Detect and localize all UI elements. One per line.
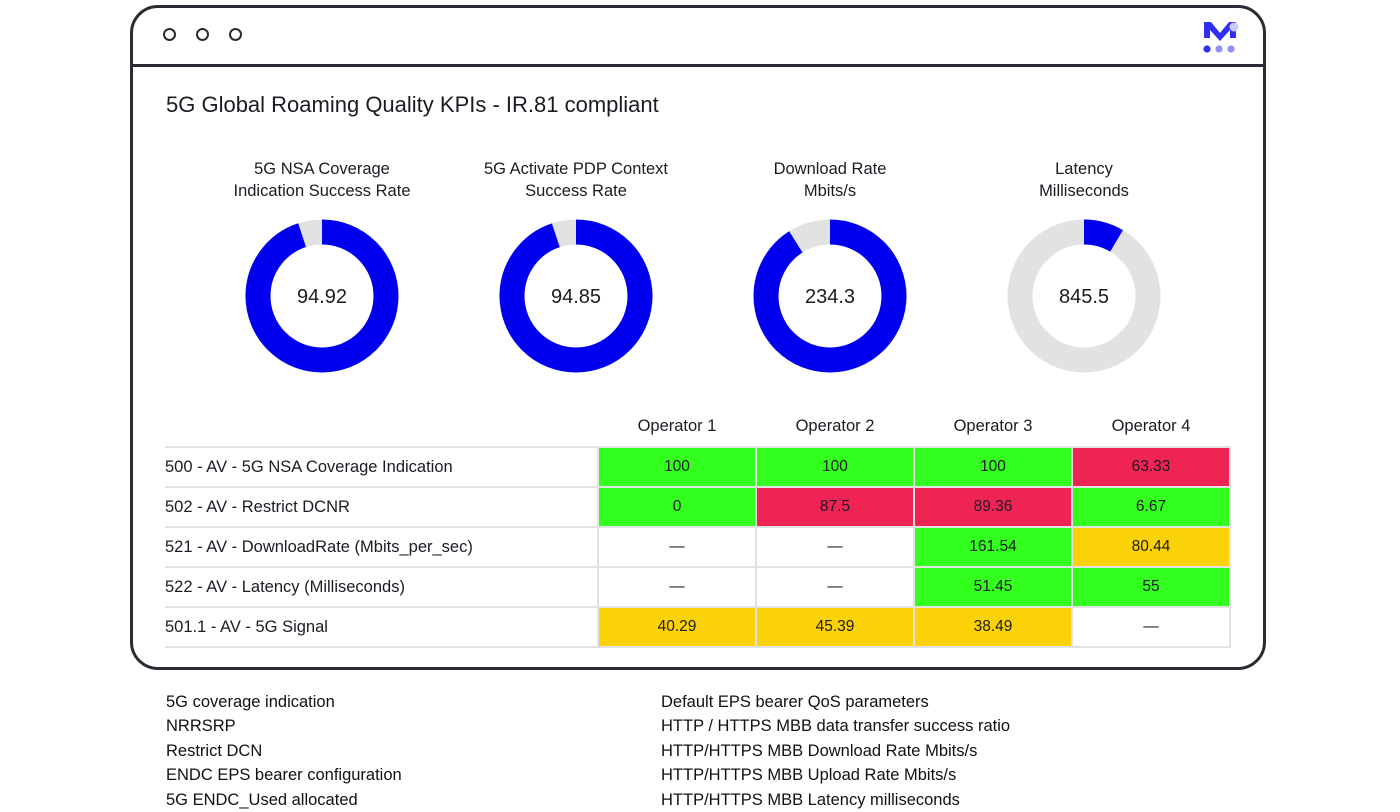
kpi-value-cell: 51.45 [913,566,1073,608]
metric-cell: 521 - AV - DownloadRate (Mbits_per_sec) [165,526,598,568]
table-header-row: Operator 1 Operator 2 Operator 3 Operato… [165,406,1230,447]
table-header-operator: Operator 3 [953,416,1033,435]
notes-right-list: Default EPS bearer QoS parameters HTTP /… [661,690,1010,812]
donut-chart: 94.92 [245,219,399,373]
table-row: 521 - AV - DownloadRate (Mbits_per_sec) … [165,526,1231,568]
note-item: ENDC EPS bearer configuration [166,766,402,785]
note-item: Default EPS bearer QoS parameters [661,693,929,711]
kpi-value-cell: 100 [755,446,915,488]
table-header-metric [165,406,598,447]
gauge-label: Latency Milliseconds [1039,160,1129,200]
gauge-nsa-coverage: 5G NSA Coverage Indication Success Rate … [202,158,442,376]
donut-fill [753,219,907,373]
kpi-value-cell: — [755,526,915,568]
table-row: 522 - AV - Latency (Milliseconds) — — 51… [165,566,1231,608]
app-window: 5G Global Roaming Quality KPIs - IR.81 c… [130,5,1266,670]
kpi-value-cell: 55 [1071,566,1231,608]
kpi-value-cell: 100 [597,446,757,488]
note-item: NRRSRP [166,717,236,736]
donut-chart: 845.5 [1007,219,1161,373]
table-row: 502 - AV - Restrict DCNR 0 87.5 89.36 6.… [165,486,1231,528]
note-item: Restrict DCN [166,741,263,760]
kpi-value-cell: 89.36 [913,486,1073,528]
metric-cell: 522 - AV - Latency (Milliseconds) [165,566,598,608]
table-header-operator: Operator 2 [795,416,875,435]
table-header-operator: Operator 1 [637,416,717,435]
window-dot-maximize[interactable] [229,28,242,41]
note-item: 5G ENDC_Used allocated [166,790,358,809]
kpi-value-cell: 80.44 [1071,526,1231,568]
gauge-label: 5G Activate PDP Context Success Rate [483,160,669,200]
metric-cell: 501.1 - AV - 5G Signal [165,606,598,648]
note-item: HTTP/HTTPS MBB Latency milliseconds [661,790,960,809]
kpi-value-cell: 100 [913,446,1073,488]
brand-logo-icon [1203,22,1239,53]
table-row: 500 - AV - 5G NSA Coverage Indication 10… [165,446,1231,488]
gauge-value: 845.5 [1059,286,1109,308]
note-item: HTTP / HTTPS MBB data transfer success r… [661,717,1011,736]
kpi-value-cell: 45.39 [755,606,915,648]
table-row: 501.1 - AV - 5G Signal 40.29 45.39 38.49… [165,606,1231,648]
kpi-value-cell: 38.49 [913,606,1073,648]
kpi-value-cell: 63.33 [1071,446,1231,488]
kpi-value-cell: 40.29 [597,606,757,648]
metric-cell: 502 - AV - Restrict DCNR [165,486,598,528]
page-title: 5G Global Roaming Quality KPIs - IR.81 c… [166,92,659,117]
kpi-value-cell: — [1071,606,1231,648]
notes-left-list: 5G coverage indication NRRSRP Restrict D… [166,690,402,812]
metric-cell: 500 - AV - 5G NSA Coverage Indication [165,446,598,488]
donut-fill [1007,219,1161,373]
kpi-value-cell: 6.67 [1071,486,1231,528]
note-item: HTTP/HTTPS MBB Upload Rate Mbits/s [661,766,957,785]
gauge-latency: Latency Milliseconds 845.5 [964,158,1204,376]
table-header-operator: Operator 4 [1111,416,1191,435]
kpi-value-cell: — [755,566,915,608]
gauge-value: 94.92 [297,286,347,308]
kpi-value-cell: 87.5 [755,486,915,528]
window-dot-minimize[interactable] [196,28,209,41]
kpi-value-cell: 161.54 [913,526,1073,568]
donut-fill [499,219,653,373]
gauge-pdp-context: 5G Activate PDP Context Success Rate 94.… [456,158,696,376]
donut-chart: 94.85 [499,219,653,373]
gauge-value: 94.85 [551,286,601,308]
kpi-value-cell: — [597,526,757,568]
donut-fill [245,219,399,373]
gauge-value: 234.3 [805,286,855,308]
donut-chart: 234.3 [753,219,907,373]
gauge-label: 5G NSA Coverage Indication Success Rate [233,160,411,200]
note-item: 5G coverage indication [166,693,335,711]
gauge-label: Download Rate Mbits/s [773,160,887,200]
kpi-table: Operator 1 Operator 2 Operator 3 Operato… [165,406,1231,648]
note-item: HTTP/HTTPS MBB Download Rate Mbits/s [661,741,978,760]
window-titlebar [133,8,1263,67]
kpi-value-cell: — [597,566,757,608]
window-dot-close[interactable] [163,28,176,41]
gauge-download-rate: Download Rate Mbits/s 234.3 [710,158,950,376]
kpi-value-cell: 0 [597,486,757,528]
